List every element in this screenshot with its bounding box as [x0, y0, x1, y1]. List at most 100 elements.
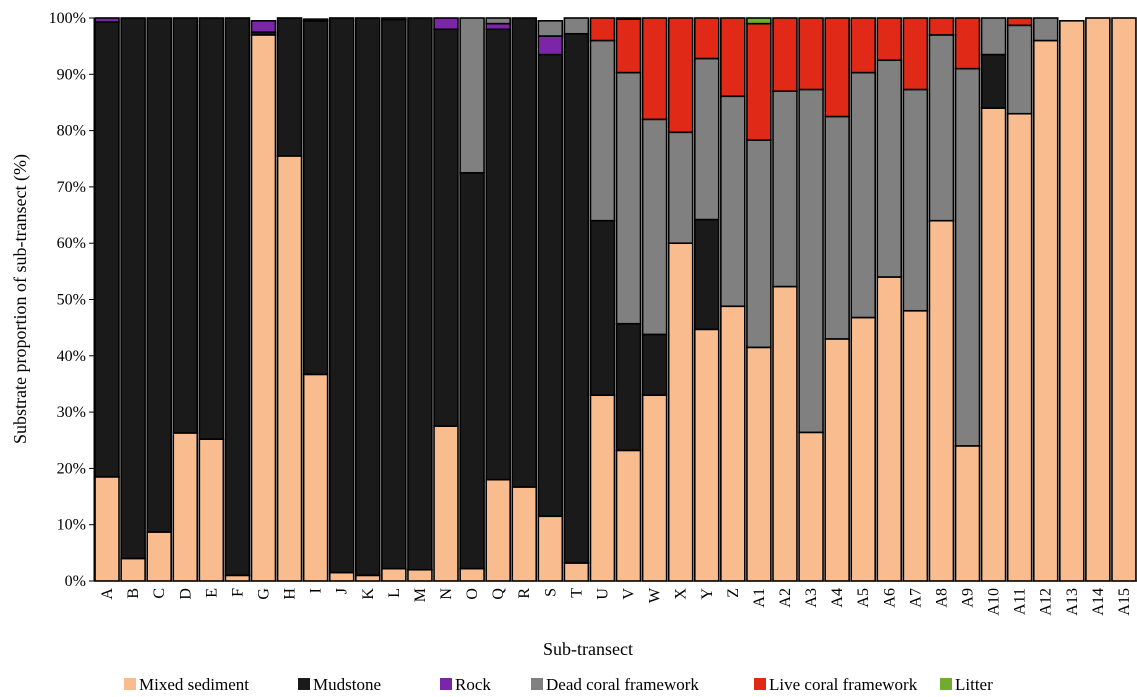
bar-segment-F-mudstone — [224, 17, 251, 577]
bar-segment-O-dead-coral-framework — [459, 17, 485, 174]
bar-segment-I-dead-coral-framework — [302, 18, 329, 22]
x-tick-label: Q — [490, 588, 507, 600]
bar-segment-A7-dead-coral-framework — [902, 88, 929, 312]
bar-segment-S-mixed-sediment — [537, 515, 564, 582]
x-tick-label: Y — [699, 588, 716, 600]
bars-layer — [94, 17, 1137, 582]
x-tick-label: V — [621, 588, 638, 600]
x-tick-label: Z — [725, 588, 742, 598]
legend-swatch-mudstone — [298, 678, 310, 690]
bar-segment-A10-dead-coral-framework — [980, 17, 1007, 56]
bar-segment-L-mixed-sediment — [381, 567, 407, 582]
x-tick-label: A2 — [777, 588, 794, 608]
bar-segment-L-dead-coral-framework — [381, 17, 407, 21]
legend: Mixed sediment Mudstone Rock Dead coral fra… — [124, 675, 993, 694]
bar-segment-S-rock — [537, 35, 564, 56]
x-tick-label: N — [438, 588, 455, 600]
bar-segment-V-mudstone — [615, 322, 642, 452]
legend-swatch-live-coral-framework — [754, 678, 766, 690]
bar-segment-V-mixed-sediment — [615, 449, 642, 582]
bar-segment-V-litter — [615, 17, 642, 20]
x-tick-label: I — [308, 588, 325, 593]
legend-swatch-mixed-sediment — [124, 678, 136, 690]
bar-segment-E-mudstone — [198, 17, 225, 440]
bar-segment-A3-dead-coral-framework — [798, 88, 824, 434]
y-tick-label: 40% — [57, 348, 86, 365]
bar-segment-O-mudstone — [459, 172, 485, 570]
bar-segment-Q-dead-coral-framework — [485, 17, 511, 25]
x-tick-label: R — [516, 588, 533, 599]
bar-segment-A9-mixed-sediment — [954, 445, 981, 582]
bar-segment-Z-mixed-sediment — [720, 305, 746, 582]
y-axis: 0% 10% 20% 30% 40% 50% 60% 70% 80% 90% 100% — [49, 10, 95, 590]
x-tick-label: A4 — [829, 588, 846, 608]
bar-segment-A15-mixed-sediment — [1111, 17, 1137, 582]
x-tick-label: G — [255, 588, 272, 600]
legend-label: Dead coral framework — [546, 675, 699, 694]
bar-segment-K-mixed-sediment — [354, 574, 381, 582]
y-tick-label: 50% — [57, 292, 86, 309]
bar-segment-Z-dead-coral-framework — [720, 95, 746, 308]
bar-segment-A6-mixed-sediment — [876, 276, 903, 582]
x-tick-label: T — [568, 588, 585, 598]
x-tick-label: A15 — [1116, 588, 1133, 616]
x-tick-label: A1 — [751, 588, 768, 608]
x-tick-label: O — [464, 588, 481, 600]
y-tick-label: 30% — [57, 404, 86, 421]
x-tick-label: K — [360, 588, 377, 600]
bar-segment-B-mixed-sediment — [120, 557, 146, 582]
bar-segment-A-rock — [94, 17, 120, 23]
bar-segment-U-mudstone — [589, 219, 616, 397]
y-tick-label: 60% — [57, 235, 86, 252]
bar-segment-B-mudstone — [120, 17, 146, 560]
bar-segment-W-live-coral-framework — [641, 17, 668, 121]
bar-segment-K-mudstone — [354, 17, 381, 577]
bar-segment-Q-mixed-sediment — [485, 478, 511, 582]
bar-segment-A2-dead-coral-framework — [772, 90, 798, 288]
legend-label: Live coral framework — [769, 675, 918, 694]
bar-segment-A11-dead-coral-framework — [1006, 24, 1033, 115]
bar-segment-E-mixed-sediment — [198, 438, 225, 582]
bar-segment-N-mixed-sediment — [433, 425, 459, 582]
bar-segment-G-mixed-sediment — [250, 34, 277, 582]
bar-segment-Y-live-coral-framework — [693, 17, 720, 60]
x-tick-label: A5 — [855, 588, 872, 608]
x-tick-label: S — [542, 588, 559, 597]
bar-segment-A11-live-coral-framework — [1006, 17, 1033, 27]
bar-segment-U-dead-coral-framework — [589, 39, 616, 222]
y-tick-label: 0% — [65, 573, 86, 590]
bar-segment-D-mixed-sediment — [172, 432, 199, 582]
bar-segment-X-live-coral-framework — [667, 17, 694, 134]
bar-segment-S-mudstone — [537, 53, 564, 518]
bar-segment-A5-mixed-sediment — [850, 316, 877, 582]
x-tick-label: A6 — [881, 588, 898, 608]
x-axis-title: Sub-transect — [543, 639, 633, 659]
bar-segment-M-mixed-sediment — [407, 568, 433, 582]
x-tick-label: D — [177, 588, 194, 600]
x-tick-label: A — [99, 588, 116, 600]
bar-segment-A5-live-coral-framework — [850, 17, 877, 74]
bar-segment-Q-rock — [485, 22, 511, 31]
bar-segment-A1-live-coral-framework — [746, 22, 772, 141]
bar-segment-V-live-coral-framework — [615, 18, 642, 74]
bar-segment-I-mudstone — [302, 20, 329, 376]
y-tick-label: 20% — [57, 460, 86, 477]
bar-segment-A8-live-coral-framework — [928, 17, 955, 36]
y-tick-label: 10% — [57, 517, 86, 534]
bar-segment-A5-dead-coral-framework — [850, 71, 877, 319]
bar-segment-R-mudstone — [511, 17, 538, 488]
bar-segment-N-mudstone — [433, 28, 459, 427]
bar-segment-A4-mixed-sediment — [824, 338, 850, 582]
bar-segment-A2-mixed-sediment — [772, 285, 798, 582]
bar-segment-T-mixed-sediment — [563, 562, 590, 582]
bar-segment-A1-litter — [746, 17, 772, 25]
bar-segment-A14-mixed-sediment — [1085, 17, 1111, 582]
bar-segment-A12-mixed-sediment — [1032, 39, 1059, 582]
bar-segment-Z-live-coral-framework — [720, 17, 746, 98]
x-tick-label: A3 — [803, 588, 820, 608]
bar-segment-R-mixed-sediment — [511, 486, 538, 582]
bar-segment-A8-mixed-sediment — [928, 219, 955, 582]
bar-segment-A8-dead-coral-framework — [928, 34, 955, 222]
x-tick-label: A11 — [1012, 588, 1029, 615]
